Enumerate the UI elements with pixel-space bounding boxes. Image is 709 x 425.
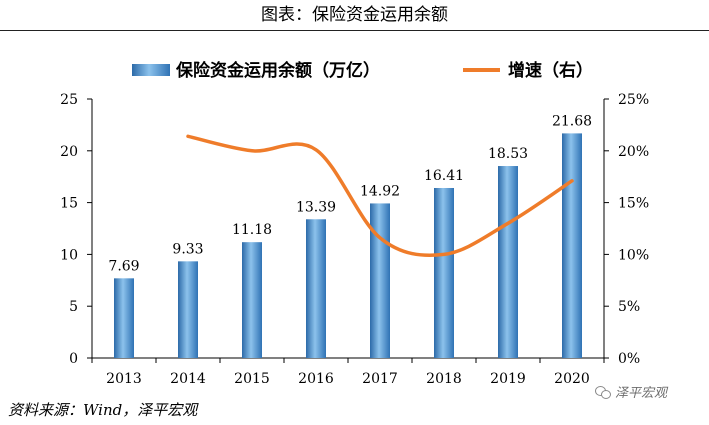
y-right-tick-label: 5% — [618, 299, 640, 315]
legend-bar-label: 保险资金运用余额（万亿） — [175, 60, 380, 81]
y-left-tick-label: 25 — [60, 92, 78, 108]
y-right-tick-label: 25% — [618, 92, 649, 108]
bar-data-label: 9.33 — [172, 241, 203, 257]
wechat-icon — [595, 385, 611, 399]
watermark: 泽平宏观 — [595, 382, 667, 401]
x-tick-label: 2015 — [234, 371, 270, 387]
x-tick-label: 2016 — [298, 371, 334, 387]
bar — [498, 166, 518, 358]
bar-data-label: 16.41 — [424, 168, 464, 184]
bar — [306, 219, 326, 358]
x-tick-label: 2017 — [362, 371, 398, 387]
y-left-tick-label: 0 — [69, 351, 78, 367]
x-tick-label: 2020 — [554, 371, 590, 387]
x-tick-label: 2019 — [490, 371, 526, 387]
x-tick-label: 2014 — [170, 371, 206, 387]
bar — [370, 203, 390, 358]
watermark-text: 泽平宏观 — [615, 386, 668, 401]
y-right-tick-label: 20% — [618, 144, 649, 160]
y-left-tick-label: 20 — [60, 144, 78, 160]
y-left-tick-label: 5 — [69, 299, 78, 315]
bar-data-label: 14.92 — [360, 183, 400, 199]
growth-line-layer — [186, 134, 574, 258]
page-title: 图表：保险资金运用余额 — [0, 0, 709, 31]
legend-line-label: 增速（右） — [508, 60, 593, 81]
y-right-tick-label: 15% — [618, 196, 649, 212]
legend: 保险资金运用余额（万亿） 增速（右） — [132, 60, 593, 81]
y-left-tick-label: 10 — [60, 247, 78, 263]
bar-labels: 7.69 9.33 11.18 13.39 14.92 16.41 18.53 21.68 — [108, 113, 592, 274]
chart: 保险资金运用余额（万亿） 增速（右） 0 5 10 15 20 25 0% 5% 10% 15% 20… — [60, 60, 649, 387]
bar — [178, 261, 198, 358]
legend-bar-swatch — [132, 64, 170, 76]
x-tick-label: 2013 — [106, 371, 142, 387]
bar-data-label: 18.53 — [488, 146, 528, 162]
bar-data-label: 7.69 — [108, 258, 139, 274]
bar — [114, 278, 134, 358]
bar — [242, 242, 262, 358]
bar — [434, 187, 454, 358]
source-note: 资料来源：Wind，泽平宏观 — [8, 401, 198, 419]
y-right-tick-label: 0% — [618, 351, 640, 367]
y-left-tick-label: 15 — [60, 196, 78, 212]
y-right-tick-label: 10% — [618, 247, 649, 263]
bar-data-label: 21.68 — [552, 113, 592, 129]
bar-data-label: 11.18 — [232, 222, 272, 238]
axes: 0 5 10 15 20 25 0% 5% 10% 15% 20% 25% 2013 2014 2015 20… — [60, 92, 649, 387]
bar — [562, 133, 582, 358]
x-tick-label: 2018 — [426, 371, 462, 387]
bar-data-label: 13.39 — [296, 199, 336, 215]
